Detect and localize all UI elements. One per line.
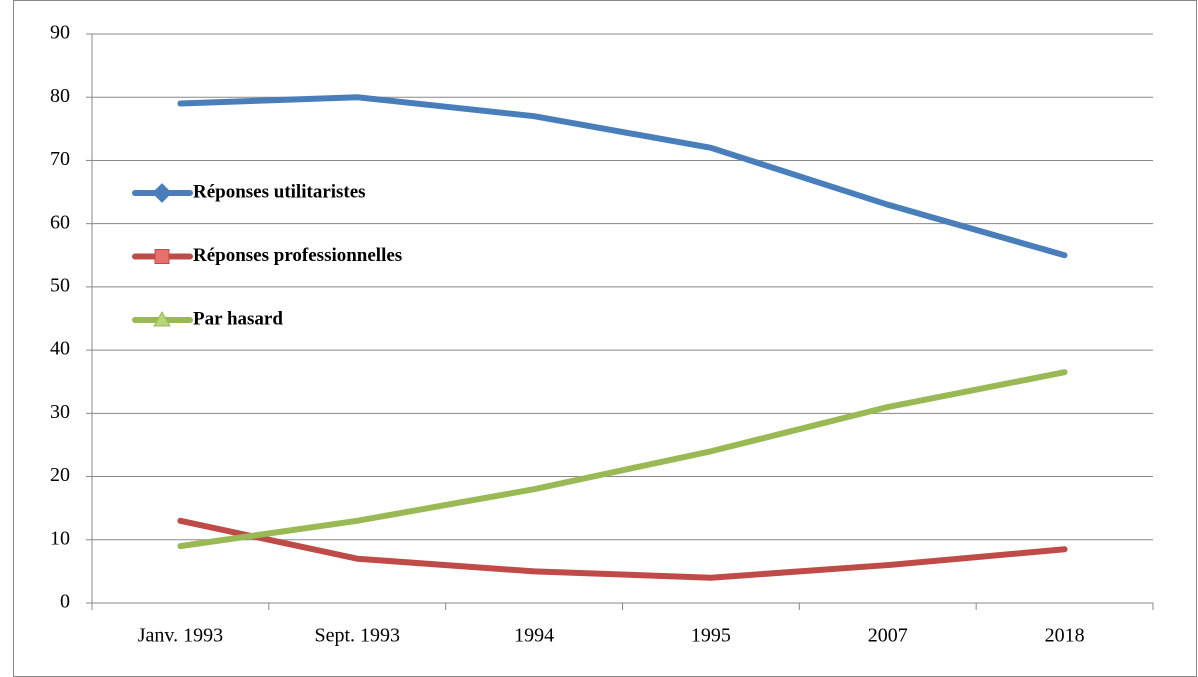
legend-label: Réponses professionnelles [193,245,402,266]
y-tick-label: 50 [50,274,70,296]
x-tick-label: 2007 [868,625,908,647]
y-tick-label: 10 [50,527,70,549]
y-tick-label: 20 [50,464,70,486]
y-tick-label: 70 [50,148,70,170]
y-tick-label: 30 [50,401,70,423]
x-tick-label: Sept. 1993 [314,625,400,647]
series-line [177,94,1068,259]
x-tick-label: Janv. 1993 [138,625,223,647]
legend-marker [154,249,170,264]
legend-marker [153,310,171,327]
y-tick-label: 40 [50,338,70,360]
legend-label: Par hasard [193,308,283,329]
y-tick-label: 60 [50,211,70,233]
legend-marker [152,183,172,203]
x-tick-label: 2018 [1045,625,1085,647]
series-line [177,369,1068,550]
legend-label: Réponses utilitaristes [193,181,366,202]
x-tick-label: 1995 [691,625,731,647]
x-tick-label: 1994 [514,625,554,647]
y-tick-label: 90 [50,22,70,44]
y-tick-label: 80 [50,85,70,107]
y-tick-label: 0 [60,591,70,613]
series-line [177,517,1068,581]
